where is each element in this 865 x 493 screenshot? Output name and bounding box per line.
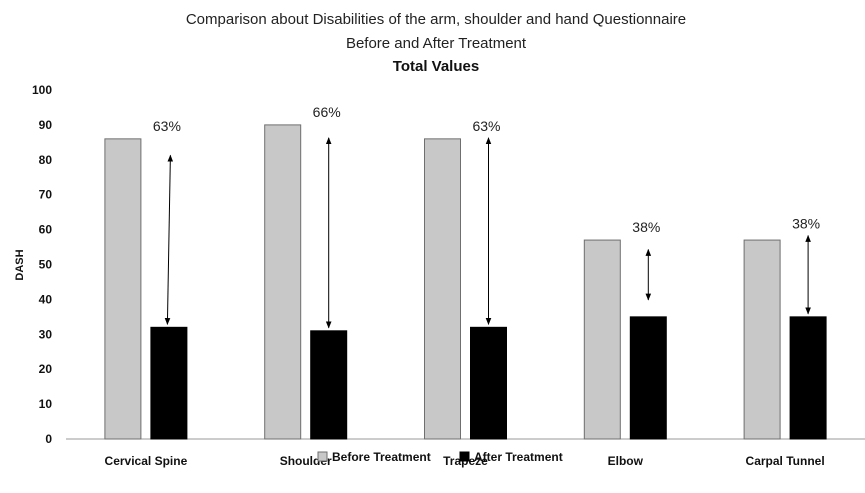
bar-after-treatment [470, 326, 507, 440]
x-axis-category-labels: Cervical SpineShoulderTrapezeElbowCarpal… [105, 454, 825, 468]
bar-after-treatment [310, 330, 348, 440]
percentage-labels: 63% 66% 63% 38% 38% [153, 104, 820, 235]
reduction-percentage-label: 63% [153, 118, 181, 134]
chart-subtitle: Before and After Treatment [346, 35, 527, 52]
bar-after-treatment [789, 316, 827, 440]
chart-title: Comparison about Disabilities of the arm… [186, 11, 686, 28]
x-category-label: Carpal Tunnel [746, 454, 825, 468]
y-tick-label: 70 [39, 188, 53, 202]
reduction-percentage-label: 38% [792, 216, 820, 232]
reduction-percentage-label: 38% [632, 219, 660, 235]
x-category-label: Cervical Spine [105, 454, 188, 468]
legend-label: Before Treatment [332, 450, 431, 464]
reduction-percentage-label: 66% [313, 104, 341, 120]
reduction-percentage-label: 63% [472, 118, 500, 134]
y-tick-label: 20 [39, 362, 53, 376]
legend-swatch-before-treatment [317, 451, 328, 462]
y-axis-ticks: 0 10 20 30 40 50 60 70 80 90 100 [32, 83, 52, 446]
bar-before-treatment [583, 239, 621, 440]
legend: Before Treatment After Treatment [317, 450, 563, 464]
x-category-label: Elbow [608, 454, 644, 468]
bar-before-treatment [264, 124, 302, 440]
y-tick-label: 90 [39, 118, 53, 132]
legend-label: After Treatment [474, 450, 563, 464]
bar-after-treatment [150, 326, 188, 440]
y-tick-label: 10 [39, 397, 53, 411]
chart-subtitle-bold: Total Values [393, 58, 479, 75]
bar-before-treatment [424, 138, 461, 440]
y-tick-label: 40 [39, 292, 53, 306]
bar-after-treatment [629, 316, 667, 440]
y-axis-label: DASH [14, 249, 26, 280]
y-tick-label: 80 [39, 153, 53, 167]
bars-group [104, 124, 827, 440]
y-tick-label: 0 [45, 432, 52, 446]
y-tick-label: 60 [39, 223, 53, 237]
bar-before-treatment [104, 138, 142, 440]
legend-swatch-after-treatment [459, 451, 470, 462]
annotation-arrows [164, 137, 811, 329]
y-tick-label: 30 [39, 327, 53, 341]
bar-before-treatment [743, 239, 781, 440]
y-tick-label: 100 [32, 83, 52, 97]
reduction-arrow [164, 154, 174, 326]
y-tick-label: 50 [39, 258, 53, 272]
